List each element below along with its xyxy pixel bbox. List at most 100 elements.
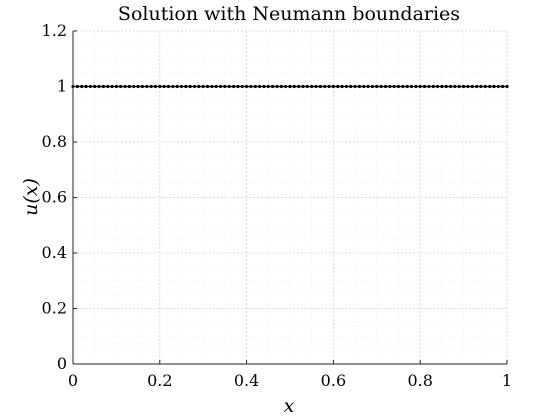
data-point [496,84,500,89]
data-point [249,84,253,89]
x-tick-label: 0.6 [321,371,346,390]
data-point [422,84,427,89]
data-point [392,84,396,89]
data-point [149,84,153,89]
x-tick-label: 0.4 [234,371,259,390]
grid [72,30,508,365]
data-point [327,84,331,89]
data-point [418,84,422,89]
data-point [197,84,201,89]
data-point [227,84,231,89]
x-tick-label: 0.8 [407,371,432,390]
data-point [318,84,322,89]
data-point [101,84,105,89]
data-point [448,84,453,89]
data-point [349,84,353,89]
data-point [457,84,461,89]
data-point [214,84,218,89]
data-point [240,84,244,89]
data-point [427,84,431,89]
x-tick-label: 1 [502,371,512,390]
data-point [314,84,318,89]
data-point [453,84,457,89]
data-point [414,84,418,89]
series-layer [71,84,509,89]
chart-title: Solution with Neumann boundaries [118,3,460,25]
data-point [127,84,132,89]
data-point [479,84,483,89]
data-point [110,84,114,89]
data-point [475,84,479,89]
data-point [231,84,236,89]
y-tick-label: 1.2 [42,21,67,40]
data-point [336,84,340,89]
data-point [188,84,192,89]
x-axis-label: x [284,395,295,417]
y-tick-label: 0.4 [42,243,67,262]
data-point [114,84,118,89]
data-point [93,84,97,89]
data-point [431,84,435,89]
data-point [301,84,305,89]
data-point [132,84,136,89]
y-axis-label: u(x) [20,178,42,216]
data-point [383,84,388,89]
data-point [75,84,79,89]
data-point [310,84,314,89]
data-point [223,84,227,89]
data-point [210,84,214,89]
data-point [253,84,257,89]
ticks: 0 0.2 0.4 0.6 0.8 1 0 0.2 0.4 0.6 0.8 1 1.2 [42,21,513,390]
data-point [288,84,292,89]
y-tick-label: 0.6 [42,188,67,207]
data-point [323,84,327,89]
data-point [179,84,184,89]
data-point [401,84,405,89]
data-point [271,84,275,89]
data-point [388,84,392,89]
data-point [136,84,140,89]
y-tick-label: 0 [57,354,67,373]
data-point [275,84,279,89]
data-point [466,84,470,89]
x-tick-label: 0 [68,371,78,390]
data-point [470,84,474,89]
data-point [162,84,166,89]
data-point [297,84,301,89]
data-point [340,84,344,89]
data-point [284,84,288,89]
data-point [80,84,84,89]
data-point [166,84,171,89]
data-point [236,84,240,89]
data-point [331,84,335,89]
data-point [435,84,440,89]
data-point [119,84,123,89]
data-point [344,84,349,89]
data-point [84,84,88,89]
data-point [153,84,158,89]
data-point [405,84,409,89]
data-point [218,84,223,89]
data-point [492,84,496,89]
y-tick-label: 0.2 [42,299,67,318]
x-tick-label: 0.2 [147,371,172,390]
data-point [266,84,270,89]
data-point [462,84,466,89]
data-point [145,84,149,89]
data-point [192,84,197,89]
data-point [370,84,375,89]
data-point [357,84,362,89]
data-point [305,84,309,89]
data-point [362,84,366,89]
data-point [366,84,370,89]
data-point [501,84,505,89]
data-point [171,84,175,89]
data-point [483,84,487,89]
data-point [158,84,162,89]
data-point [262,84,266,89]
data-point [505,84,509,89]
data-point [106,84,110,89]
data-point [409,84,414,89]
data-point [258,84,262,89]
